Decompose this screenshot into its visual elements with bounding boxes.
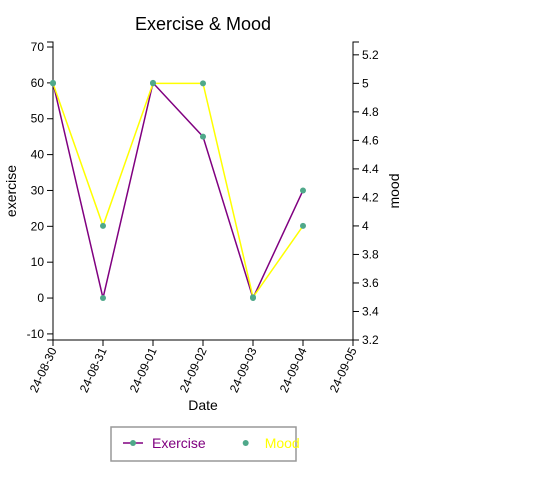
- y-tick-label: 70: [31, 40, 45, 54]
- y2-tick-label: 4: [362, 219, 369, 233]
- series-line: [52, 82, 304, 300]
- y2-tick-label: 3.8: [362, 247, 379, 261]
- y2-tick-label: 5.2: [362, 48, 379, 62]
- y-tick-label: 0: [37, 291, 44, 305]
- legend-label: Exercise: [152, 435, 206, 451]
- legend-marker: [130, 440, 136, 446]
- y2-axis: [352, 41, 359, 341]
- x-axis-label: Date: [188, 397, 218, 413]
- y2-tick-label: 4.8: [362, 105, 379, 119]
- data-point: [100, 295, 106, 302]
- y-tick-label: 30: [31, 183, 45, 197]
- y-tick-label: 20: [31, 219, 45, 233]
- x-tick-label: 24-09-05: [327, 345, 360, 395]
- series-line: [52, 81, 304, 301]
- y-tick-label: 60: [31, 76, 45, 90]
- y-tick-label: 40: [31, 148, 45, 162]
- x-tick-label: 24-09-04: [277, 345, 310, 395]
- x-tick-label: 24-09-01: [127, 345, 160, 395]
- y-tick-label: 10: [31, 255, 45, 269]
- data-point: [300, 222, 306, 229]
- data-point: [150, 80, 156, 87]
- y-tick-label: -10: [27, 327, 45, 341]
- y-axis: [47, 41, 54, 341]
- x-tick-label: 24-09-02: [177, 345, 210, 395]
- y2-tick-label: 3.2: [362, 333, 379, 347]
- y-tick-label: 50: [31, 112, 45, 126]
- legend-marker: [242, 440, 249, 446]
- y2-tick-label: 4.4: [362, 162, 379, 176]
- data-point: [250, 294, 256, 301]
- y2-axis-label: mood: [386, 173, 402, 208]
- y2-tick-label: 5: [362, 76, 369, 90]
- x-tick-label: 24-09-03: [227, 345, 260, 395]
- chart-title: Exercise & Mood: [135, 14, 271, 34]
- y2-tick-label: 4.6: [362, 133, 379, 147]
- y2-tick-label: 4.2: [362, 190, 379, 204]
- y-axis-label: exercise: [3, 165, 19, 217]
- data-point: [200, 80, 206, 87]
- data-point: [300, 187, 306, 194]
- y2-tick-label: 3.4: [362, 304, 379, 318]
- data-point: [50, 80, 56, 87]
- data-point: [100, 222, 106, 229]
- y2-tick-label: 3.6: [362, 276, 379, 290]
- legend-label: Mood: [265, 435, 300, 451]
- data-point: [200, 133, 206, 140]
- x-tick-label: 24-08-30: [27, 345, 60, 395]
- x-tick-label: 24-08-31: [77, 345, 110, 395]
- legend-box: [110, 426, 297, 462]
